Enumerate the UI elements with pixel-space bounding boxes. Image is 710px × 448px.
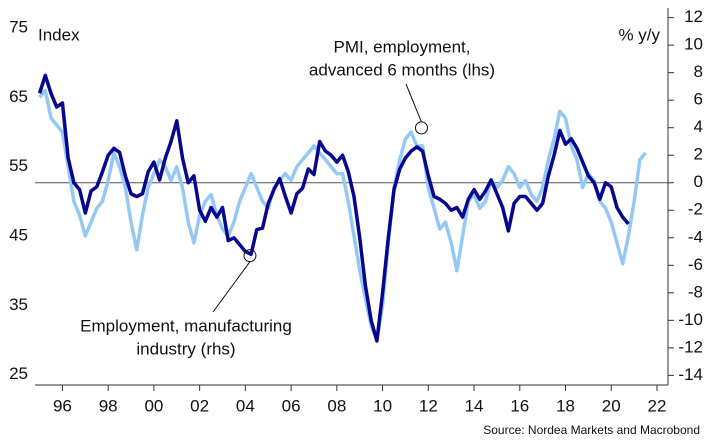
x-tick-label: 12 [419, 396, 438, 415]
y2-tick-label: -4 [688, 227, 703, 246]
y2-tick-label: 8 [694, 62, 703, 81]
annotation-marker [414, 121, 428, 135]
x-tick-label: 20 [602, 396, 621, 415]
annotation-text: Employment, manufacturing [80, 316, 292, 335]
y-tick-label: 75 [9, 18, 28, 37]
source: Source: Nordea Markets and Macrobond [483, 423, 700, 437]
x-tick-label: 22 [648, 396, 667, 415]
x-tick-label: 10 [373, 396, 392, 415]
x-tick-label: 98 [99, 396, 118, 415]
annotation-leader [405, 83, 422, 123]
y2-axis-label: % y/y [618, 25, 660, 44]
y2-tick-label: 10 [684, 35, 703, 54]
x-tick-label: 16 [510, 396, 529, 415]
y-tick-label: 65 [9, 87, 28, 106]
series-line [37, 73, 630, 343]
annotation-text: industry (rhs) [136, 339, 235, 358]
series-line [38, 88, 647, 342]
annotation-leader [212, 261, 251, 313]
x-tick-label: 00 [144, 396, 163, 415]
x-tick-label: 04 [236, 396, 255, 415]
y2-tick-label: -12 [678, 337, 703, 356]
y2-tick-label: 6 [694, 90, 703, 109]
y2-tick-label: 2 [694, 145, 703, 164]
y-tick-label: 55 [9, 156, 28, 175]
y2-tick-label: 12 [684, 7, 703, 26]
x-tick-label: 06 [282, 396, 301, 415]
y-tick-label: 35 [9, 295, 28, 314]
y2-tick-label: -8 [688, 282, 703, 301]
x-tick-label: 96 [53, 396, 72, 415]
x-tick-label: 18 [556, 396, 575, 415]
y2-tick-label: -2 [688, 200, 703, 219]
y2-tick-label: -14 [678, 365, 703, 384]
y-axis-label: Index [38, 25, 80, 44]
x-tick-label: 08 [327, 396, 346, 415]
annotation-text: PMI, employment, [334, 37, 471, 56]
annotation-marker [243, 249, 257, 263]
y-tick-label: 25 [9, 364, 28, 383]
y2-tick-label: -6 [688, 255, 703, 274]
annotation-text: advanced 6 months (lhs) [309, 60, 495, 79]
y2-tick-label: 0 [694, 172, 703, 191]
y2-tick-label: 4 [694, 117, 703, 136]
x-tick-label: 02 [190, 396, 209, 415]
y-tick-label: 45 [9, 225, 28, 244]
y2-tick-label: -10 [678, 310, 703, 329]
x-tick-label: 14 [465, 396, 484, 415]
